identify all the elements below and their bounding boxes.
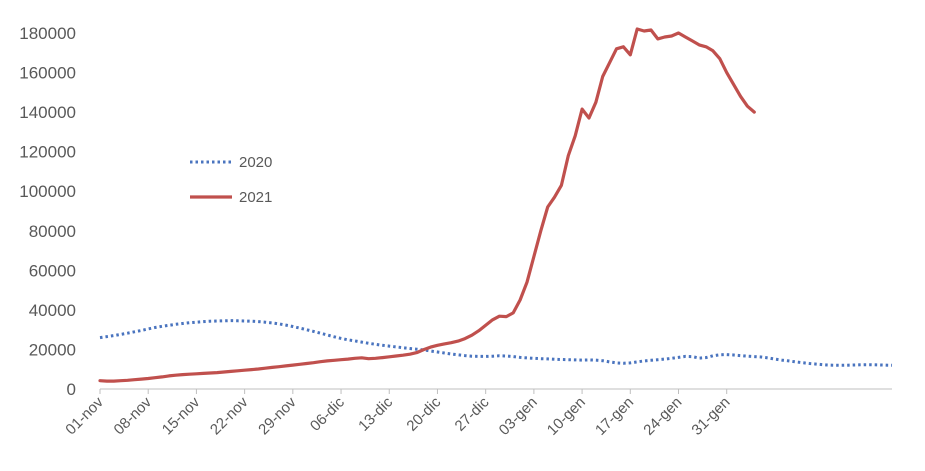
series-line-2020 (99, 319, 893, 367)
x-tick-label: 24-gen (640, 394, 685, 439)
x-tick-label: 15-nov (159, 393, 204, 438)
x-tick-label: 31-gen (688, 394, 733, 439)
y-tick-label: 180000 (19, 24, 76, 43)
x-tick-label: 06-dic (307, 393, 348, 434)
y-tick-label: 40000 (29, 301, 76, 320)
x-axis: 01-nov 08-nov 15-nov 22-nov 29-nov 06-dic 13-d… (62, 388, 892, 439)
x-tick-label: 08-nov (111, 393, 156, 438)
x-tick-label: 17-gen (592, 394, 637, 439)
x-tick-label: 27-dic (452, 393, 493, 434)
y-axis: 0 20000 40000 60000 80000 100000 120000 140000 1… (19, 24, 76, 399)
y-tick-label: 160000 (19, 64, 76, 83)
series-line-2021 (98, 27, 756, 383)
y-tick-label: 120000 (19, 143, 76, 162)
legend-label-2020: 2020 (239, 154, 272, 171)
x-tick-label: 10-gen (544, 394, 589, 439)
y-tick-label: 0 (67, 380, 76, 399)
x-tick-label: 20-dic (403, 393, 444, 434)
x-tick-label: 13-dic (355, 393, 396, 434)
y-tick-label: 100000 (19, 182, 76, 201)
legend-label-2021: 2021 (239, 189, 272, 206)
series-layer (98, 27, 893, 383)
x-tick-label: 03-gen (496, 394, 541, 439)
x-tick-label: 22-nov (207, 393, 252, 438)
y-tick-label: 20000 (29, 340, 76, 359)
y-tick-label: 60000 (29, 261, 76, 280)
y-tick-label: 140000 (19, 103, 76, 122)
y-tick-label: 80000 (29, 222, 76, 241)
x-tick-label: 01-nov (62, 393, 107, 438)
legend: 2020 2021 (190, 154, 272, 206)
x-tick-label: 29-nov (255, 393, 300, 438)
